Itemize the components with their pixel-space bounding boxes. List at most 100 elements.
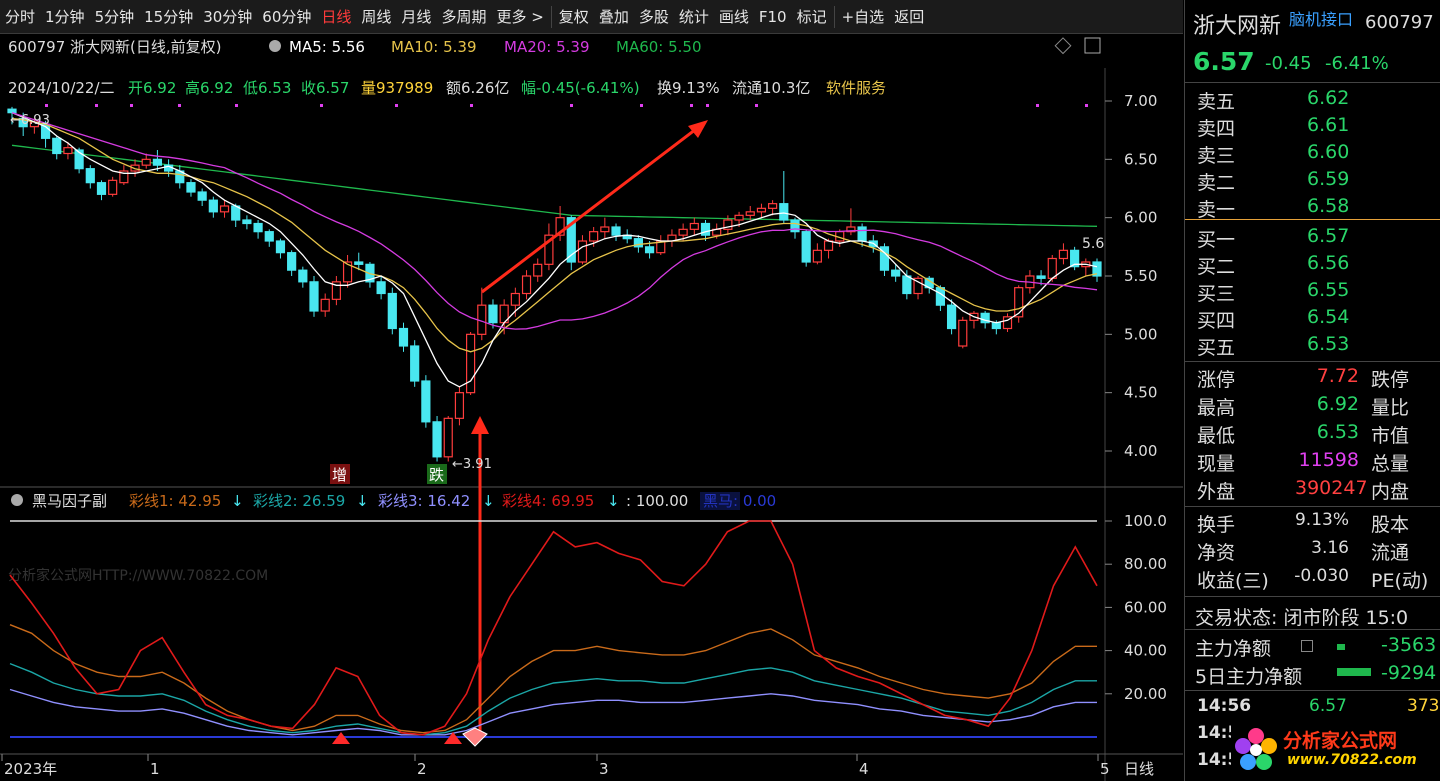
concept-tag[interactable]: 脑机接口: [1289, 10, 1354, 29]
toolbar-item-11[interactable]: 复权: [558, 7, 589, 26]
window-icon[interactable]: [1084, 37, 1101, 54]
bid-price[interactable]: 6.55: [1307, 279, 1350, 301]
ask-label: 卖三: [1197, 145, 1236, 167]
signal-dot: [755, 104, 758, 107]
toolbar-item-17[interactable]: 标记: [796, 7, 827, 26]
chart-area[interactable]: 600797 浙大网新(日线,前复权) MA5: 5.56 MA10: 5.39…: [0, 34, 1183, 781]
candle-body: [298, 269, 308, 283]
stat2-value: -0.030: [1294, 566, 1349, 586]
toolbar-item-3[interactable]: 15分钟: [144, 7, 194, 26]
kline-chart-svg[interactable]: 600797 浙大网新(日线,前复权) MA5: 5.56 MA10: 5.39…: [0, 34, 1183, 781]
price-label: 6.50: [1124, 150, 1157, 168]
toolbar-item-15[interactable]: 画线: [718, 7, 749, 26]
stat2-label: 收益(三): [1197, 570, 1269, 592]
candle-body: [946, 304, 957, 330]
toolbar-item-10[interactable]: 更多 >: [496, 7, 544, 26]
time-label: 3: [599, 760, 609, 778]
signal-dot: [690, 104, 693, 107]
down-arrow-icon: ↓: [356, 492, 369, 510]
candle-body: [756, 207, 767, 213]
toolbar-item-2[interactable]: 5分钟: [94, 7, 135, 26]
toolbar-item-14[interactable]: 统计: [678, 7, 709, 26]
candle-body: [398, 327, 409, 347]
heima-highlight: [700, 492, 740, 510]
indicator-l5: : 100.00: [626, 492, 688, 510]
info-sector: 软件服务: [826, 79, 886, 97]
signal-dot: [1085, 104, 1088, 107]
stat2-value: 3.16: [1311, 538, 1349, 558]
toolbar-item-7[interactable]: 周线: [361, 7, 392, 26]
stock-name: 浙大网新: [1193, 14, 1282, 39]
stat-value: 390247: [1295, 477, 1368, 499]
bid-price[interactable]: 6.54: [1307, 306, 1350, 328]
ask-price[interactable]: 6.62: [1307, 87, 1350, 109]
stat-right-label: 量比: [1371, 397, 1410, 419]
candle-body: [1014, 287, 1024, 318]
signal-dot: [1036, 104, 1039, 107]
toolbar-item-6[interactable]: 日线: [321, 7, 352, 26]
ma20-line: [11, 112, 1098, 330]
flow1-label: 主力净额: [1195, 638, 1272, 660]
candle-body: [253, 222, 263, 233]
candle-body: [790, 219, 800, 233]
stat-value: 6.92: [1316, 393, 1359, 415]
candle-body: [275, 240, 286, 254]
ma5-label: MA5: 5.56: [289, 38, 365, 56]
candle-body: [1092, 261, 1102, 277]
dropdown-icon[interactable]: [269, 40, 281, 52]
time-label: 5: [1100, 760, 1110, 778]
time-label: 2023年: [4, 760, 57, 778]
candle-body: [510, 292, 520, 306]
signal-diamond-icon: [462, 727, 488, 747]
candle-body: [387, 292, 397, 330]
indicator-l2: 彩线2: 26.59: [253, 492, 345, 510]
stat2-right-label: PE(动): [1371, 570, 1429, 592]
ask-label: 卖五: [1197, 91, 1236, 113]
stat2-right-label: 流通: [1371, 542, 1410, 564]
candle-body: [219, 205, 230, 213]
signal-triangle-2: [444, 732, 462, 744]
period-toolbar: 分时 1分钟 5分钟 15分钟 30分钟 60分钟 日线 周线 月线 多周期 更多 > 复权 叠加 多股统…: [0, 0, 1183, 34]
toolbar-item-0[interactable]: 分时: [5, 7, 36, 26]
toolbar-item-16[interactable]: F10: [758, 7, 787, 26]
ask-price[interactable]: 6.60: [1307, 141, 1350, 163]
toolbar-item-8[interactable]: 月线: [401, 7, 432, 26]
tick-time: 14:5: [1197, 750, 1240, 770]
price-label: 4.00: [1124, 442, 1157, 460]
candle-body: [119, 170, 129, 184]
candle-body: [376, 281, 386, 295]
diamond-icon[interactable]: [1054, 37, 1072, 55]
bid-price[interactable]: 6.57: [1307, 225, 1350, 247]
toolbar-item-19[interactable]: 返回: [894, 7, 925, 26]
toolbar-item-4[interactable]: 30分钟: [203, 7, 253, 26]
logo-url: www.70822.com: [1287, 752, 1417, 768]
bid-price[interactable]: 6.53: [1307, 333, 1350, 355]
candle-body: [779, 203, 789, 221]
candle-body: [208, 199, 218, 213]
tag-die-bg: [427, 464, 447, 484]
candle-body: [432, 421, 442, 458]
bid-label: 买四: [1197, 310, 1236, 332]
toolbar-item-5[interactable]: 60分钟: [262, 7, 312, 26]
stat2-right-label: 股本: [1371, 514, 1410, 536]
ask-price[interactable]: 6.61: [1307, 114, 1350, 136]
ask-price[interactable]: 6.59: [1307, 168, 1350, 190]
signal-dot: [470, 104, 473, 107]
toolbar-item-18[interactable]: +自选: [841, 7, 885, 26]
info-icon[interactable]: [1301, 640, 1313, 652]
bid-price[interactable]: 6.56: [1307, 252, 1350, 274]
toolbar-item-13[interactable]: 多股: [638, 7, 669, 26]
indicator-l6: 黑马: 0.00: [703, 492, 776, 510]
candle-body: [287, 252, 297, 271]
toolbar-item-1[interactable]: 1分钟: [45, 7, 85, 26]
price-label: 4.50: [1124, 384, 1157, 402]
price-label: 7.00: [1124, 92, 1157, 110]
bid-label: 买二: [1197, 256, 1236, 278]
ask-price[interactable]: 6.58: [1307, 195, 1350, 217]
toolbar-item-12[interactable]: 叠加: [598, 7, 629, 26]
indicator-dropdown-icon[interactable]: [11, 494, 23, 506]
trend-arrow-head: [688, 120, 708, 138]
ask-label: 卖一: [1197, 199, 1236, 221]
toolbar-item-9[interactable]: 多周期: [441, 7, 487, 26]
tick-time: 14:5: [1197, 723, 1240, 743]
